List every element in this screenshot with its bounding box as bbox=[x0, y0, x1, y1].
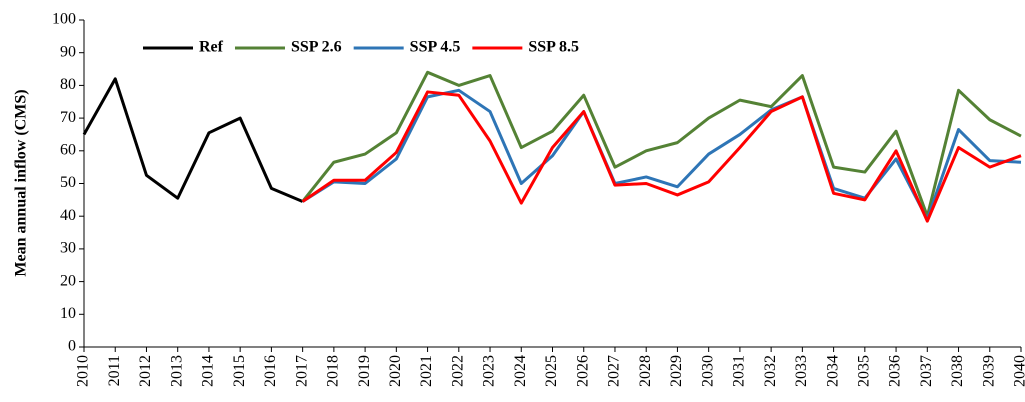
x-tick-label: 2029 bbox=[668, 355, 685, 387]
y-tick-label: 90 bbox=[60, 43, 76, 60]
x-tick-label: 2019 bbox=[356, 355, 373, 387]
x-tick-label: 2022 bbox=[449, 355, 466, 387]
x-tick-label: 2028 bbox=[637, 355, 654, 387]
x-tick-label: 2027 bbox=[606, 355, 623, 387]
y-tick-label: 70 bbox=[60, 109, 76, 126]
x-tick-label: 2023 bbox=[481, 355, 498, 387]
x-tick-label: 2014 bbox=[200, 355, 217, 387]
x-tick-label: 2036 bbox=[887, 355, 904, 387]
legend-label: SSP 4.5 bbox=[410, 39, 461, 56]
x-tick-label: 2020 bbox=[387, 355, 404, 387]
x-tick-label: 2025 bbox=[543, 355, 560, 387]
x-tick-label: 2040 bbox=[1012, 355, 1025, 387]
legend-label: Ref bbox=[199, 39, 224, 56]
x-tick-label: 2030 bbox=[699, 355, 716, 387]
x-tick-label: 2035 bbox=[856, 355, 873, 387]
x-tick-label: 2037 bbox=[918, 355, 935, 387]
x-tick-label: 2038 bbox=[949, 355, 966, 387]
y-tick-label: 30 bbox=[60, 240, 76, 257]
x-tick-label: 2031 bbox=[731, 355, 748, 387]
series-line bbox=[301, 88, 1022, 221]
x-tick-label: 2010 bbox=[75, 355, 92, 387]
y-axis-label: Mean annual inflow (CMS) bbox=[13, 89, 30, 276]
x-tick-label: 2016 bbox=[262, 355, 279, 387]
series-line bbox=[301, 90, 1022, 223]
y-tick-label: 60 bbox=[60, 141, 76, 158]
x-tick-label: 2015 bbox=[231, 355, 248, 387]
y-tick-label: 50 bbox=[60, 174, 76, 191]
series-line bbox=[82, 77, 304, 203]
x-tick-label: 2034 bbox=[824, 355, 841, 387]
y-tick-label: 80 bbox=[60, 76, 76, 93]
x-tick-label: 2026 bbox=[574, 355, 591, 387]
legend-label: SSP 8.5 bbox=[528, 39, 579, 56]
y-tick-label: 0 bbox=[68, 338, 76, 355]
x-tick-label: 2021 bbox=[418, 355, 435, 387]
x-tick-label: 2018 bbox=[325, 355, 342, 387]
x-tick-label: 2033 bbox=[793, 355, 810, 387]
x-tick-label: 2017 bbox=[293, 355, 310, 387]
y-tick-label: 20 bbox=[60, 272, 76, 289]
x-tick-label: 2032 bbox=[762, 355, 779, 387]
x-tick-label: 2024 bbox=[512, 355, 529, 387]
y-tick-label: 10 bbox=[60, 305, 76, 322]
x-tick-label: 2011 bbox=[106, 355, 123, 386]
y-tick-label: 40 bbox=[60, 207, 76, 224]
legend-label: SSP 2.6 bbox=[291, 39, 342, 56]
series-line bbox=[301, 70, 1022, 218]
y-tick-label: 100 bbox=[52, 11, 76, 28]
x-tick-label: 2012 bbox=[137, 355, 154, 387]
x-tick-label: 2039 bbox=[980, 355, 997, 387]
x-tick-label: 2013 bbox=[168, 355, 185, 387]
